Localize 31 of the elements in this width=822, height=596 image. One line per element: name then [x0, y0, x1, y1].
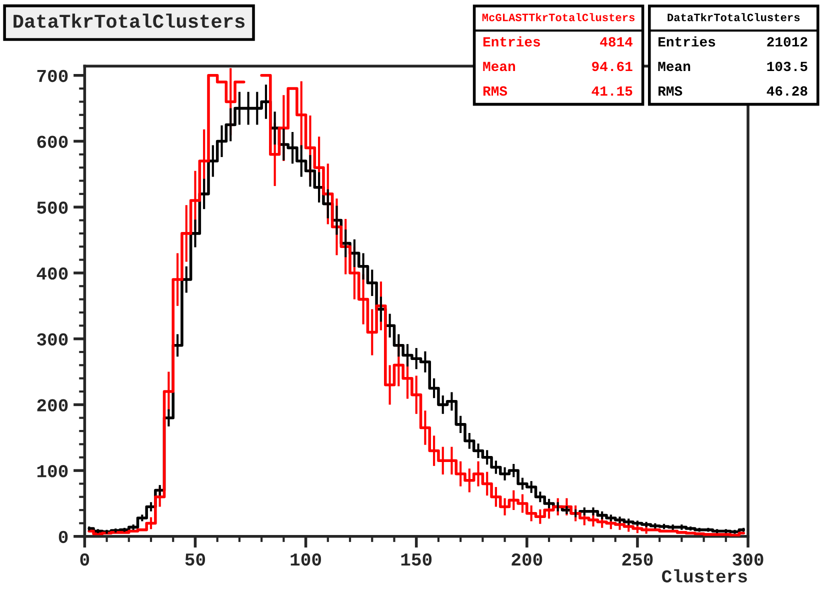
x-tick-label: 0	[80, 553, 90, 566]
y-tick-label: 400	[36, 267, 68, 280]
text: 103.5	[767, 62, 808, 72]
x-tick-label: 50	[185, 553, 206, 566]
x-tick-label: 300	[732, 553, 764, 566]
y-tick-label: 100	[37, 465, 68, 478]
annotation: 94.61	[592, 62, 632, 72]
annotation: Mean	[658, 62, 690, 72]
annotation: Mean	[483, 62, 516, 72]
y-tick-label: 700	[37, 70, 68, 82]
y-tick-label: 200	[37, 399, 68, 412]
x-tick-label: 150	[401, 553, 432, 566]
annotation: RMS	[658, 86, 682, 96]
text: 4814	[600, 37, 633, 47]
x-tick-label: 100	[290, 553, 321, 566]
text: 21012	[767, 37, 808, 47]
chart-title: DataTkrTotalClusters	[14, 14, 245, 28]
x-tick-label: 250	[622, 553, 653, 566]
x-tick-label: 200	[512, 553, 542, 566]
annotation: RMS	[483, 86, 508, 96]
annotation: 41.15	[592, 86, 632, 96]
text: Entries	[658, 36, 716, 47]
y-tick-label: 0	[58, 530, 68, 544]
text: DataTkrTotalClusters	[668, 13, 800, 22]
y-tick-label: 500	[37, 202, 68, 214]
text: McGLASTTkrTotalClusters	[482, 13, 635, 22]
text: Entries	[483, 36, 540, 47]
y-tick-label: 600	[37, 136, 68, 148]
x-axis-title: Clusters	[662, 569, 747, 582]
y-tick-label: 300	[37, 333, 68, 346]
text: 46.28	[766, 86, 808, 96]
